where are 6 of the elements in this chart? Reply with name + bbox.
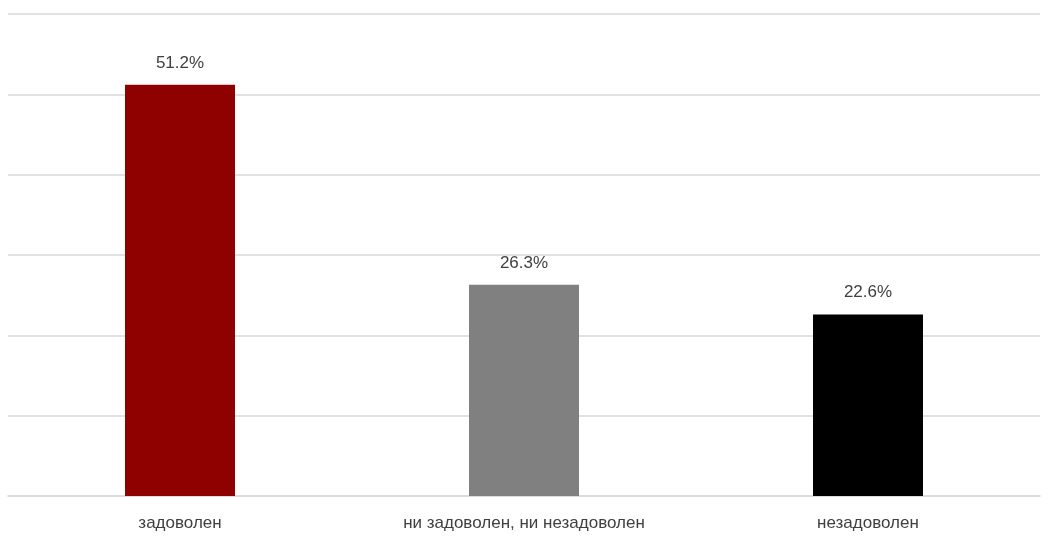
- x-tick-label: задоволен: [138, 513, 222, 532]
- data-label: 51.2%: [155, 52, 205, 72]
- data-label: 26.3%: [499, 252, 549, 272]
- data-label: 22.6%: [843, 282, 893, 302]
- x-tick-label: незадоволен: [817, 513, 919, 532]
- x-tick-label: ни задоволен, ни незадоволен: [403, 513, 645, 532]
